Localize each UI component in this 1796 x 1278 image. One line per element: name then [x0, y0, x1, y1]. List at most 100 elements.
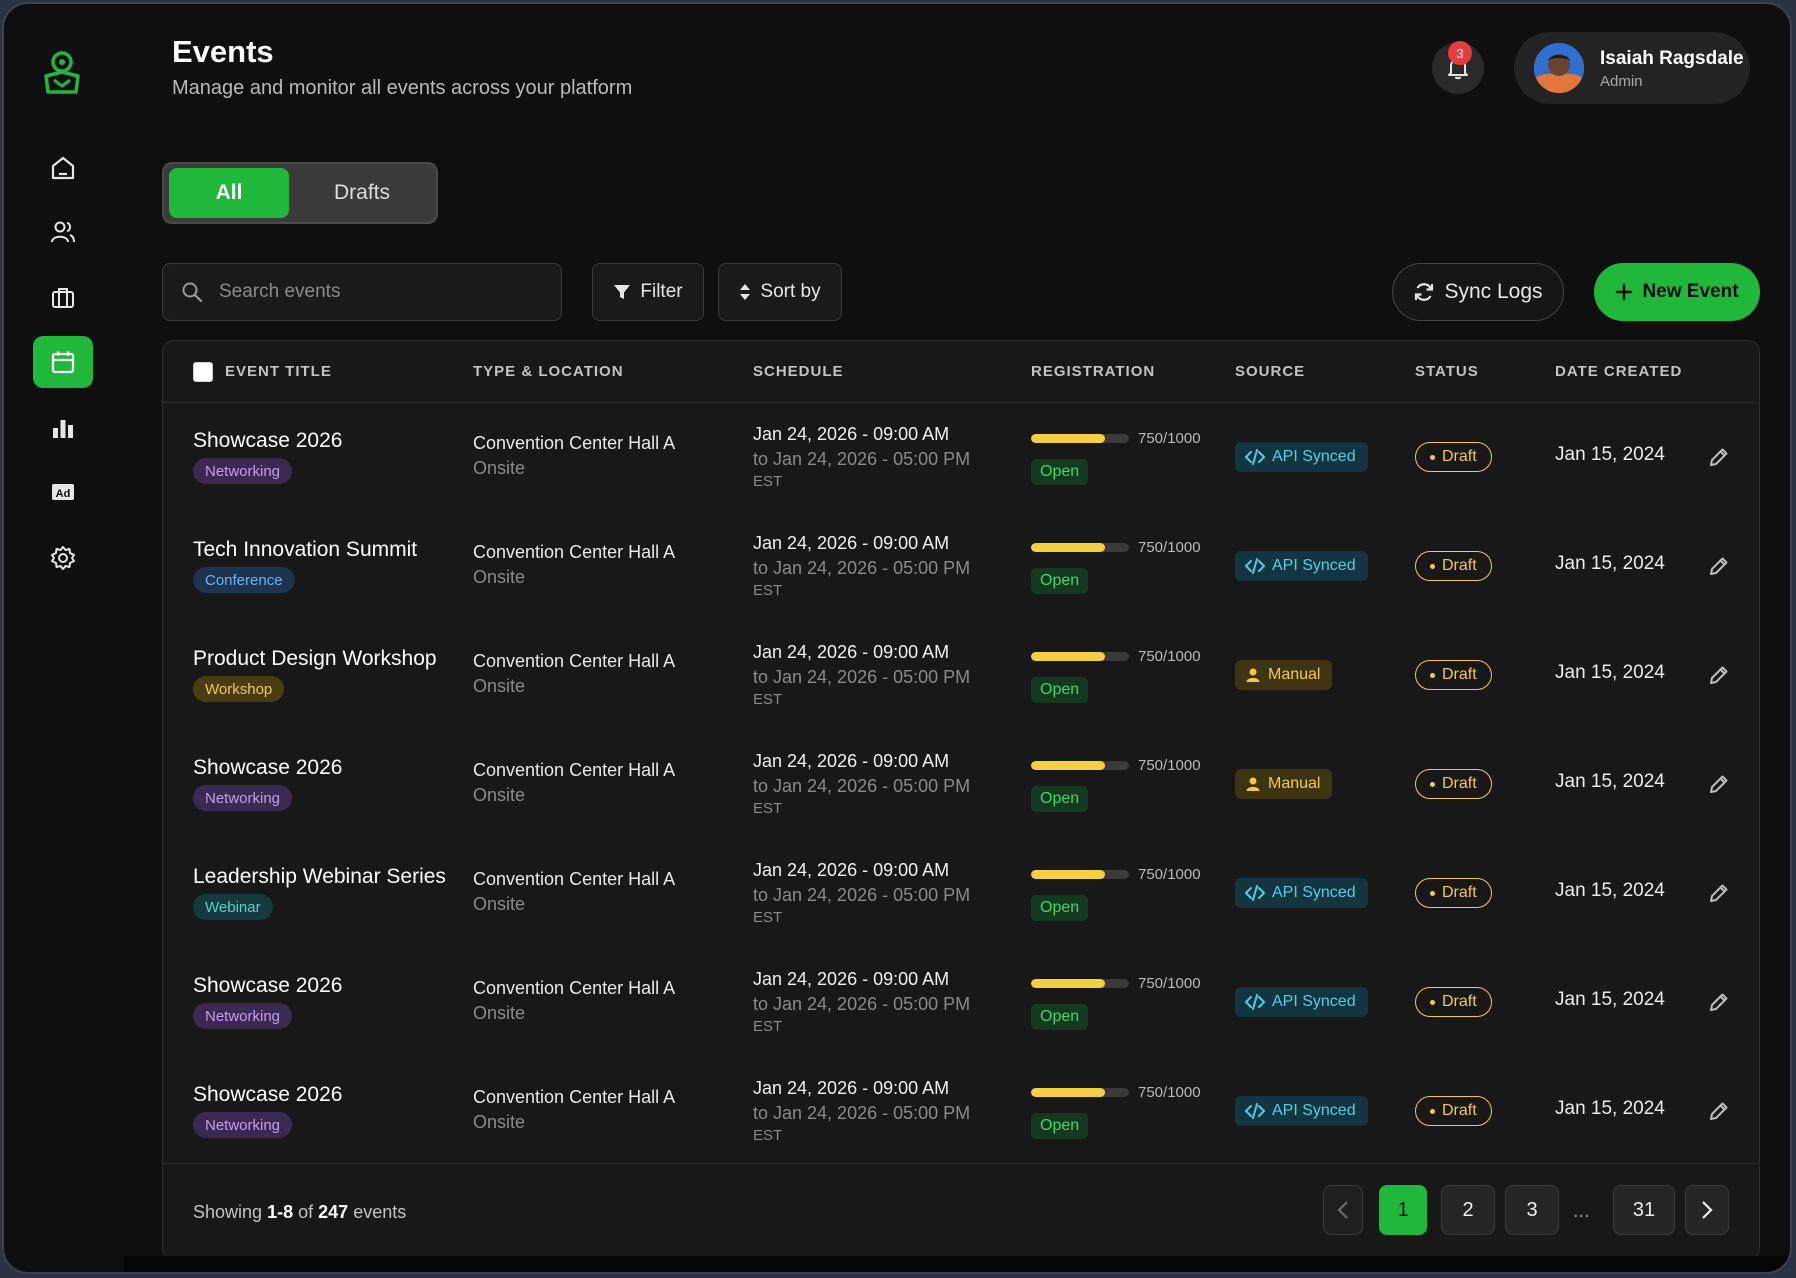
date-created: Jan 15, 2024: [1555, 989, 1665, 1010]
column-date-created[interactable]: DATE CREATED: [1555, 363, 1683, 380]
edit-icon[interactable]: [1707, 445, 1731, 469]
source-badge: API Synced: [1235, 1096, 1368, 1126]
briefcase-icon: [52, 288, 74, 308]
registration-progress-fill: [1031, 979, 1105, 988]
tab-all[interactable]: All: [169, 168, 289, 218]
code-icon: [1245, 558, 1265, 574]
source-badge: API Synced: [1235, 442, 1368, 472]
schedule-start: Jan 24, 2026 - 09:00 AM: [753, 424, 950, 444]
user-icon: [1246, 668, 1260, 682]
event-mode: Onsite: [473, 894, 526, 914]
page-3-button[interactable]: 3: [1505, 1185, 1559, 1235]
sidebar-item-jobs[interactable]: [33, 272, 93, 324]
new-event-button[interactable]: New Event: [1594, 263, 1760, 321]
registration-count: 750/1000: [1138, 757, 1201, 774]
sort-label: Sort by: [760, 281, 821, 302]
column-status[interactable]: STATUS: [1415, 363, 1479, 380]
sidebar-item-events[interactable]: [33, 336, 93, 388]
registration-state-badge: Open: [1031, 1113, 1089, 1139]
prev-page-button[interactable]: [1323, 1185, 1363, 1235]
page-2-button[interactable]: 2: [1441, 1185, 1495, 1235]
event-title[interactable]: Product Design Workshop: [193, 647, 437, 670]
refresh-icon: [1415, 283, 1434, 301]
column-schedule[interactable]: SCHEDULE: [753, 363, 844, 380]
registration-count: 750/1000: [1138, 648, 1201, 665]
table-row[interactable]: Showcase 2026 Networking Convention Center…: [163, 1057, 1759, 1166]
code-icon: [1245, 885, 1265, 901]
page-title: Events: [172, 34, 274, 69]
table-row[interactable]: Tech Innovation Summit Conference Conventi…: [163, 512, 1759, 621]
date-created: Jan 15, 2024: [1555, 771, 1665, 792]
schedule-timezone: EST: [753, 1127, 783, 1144]
registration-progress-fill: [1031, 870, 1105, 879]
column-type-location[interactable]: TYPE & LOCATION: [473, 363, 624, 380]
event-title[interactable]: Showcase 2026: [193, 1083, 343, 1106]
next-page-button[interactable]: [1685, 1185, 1729, 1235]
column-source[interactable]: SOURCE: [1235, 363, 1306, 380]
table-header: EVENT TITLE TYPE & LOCATION SCHEDULE REG…: [163, 341, 1759, 403]
page-1-button[interactable]: 1: [1379, 1185, 1427, 1235]
chevron-left-icon: [1337, 1201, 1348, 1219]
schedule-start: Jan 24, 2026 - 09:00 AM: [753, 533, 950, 553]
home-icon: [51, 156, 75, 180]
filter-label: Filter: [640, 281, 683, 302]
filter-icon: [614, 285, 631, 299]
edit-icon[interactable]: [1707, 1099, 1731, 1123]
event-title[interactable]: Leadership Webinar Series: [193, 865, 446, 888]
table-row[interactable]: Showcase 2026 Networking Convention Center…: [163, 948, 1759, 1057]
filter-button[interactable]: Filter: [592, 263, 704, 321]
registration-progress-bar: [1031, 543, 1129, 552]
schedule-timezone: EST: [753, 800, 783, 817]
schedule-end: to Jan 24, 2026 - 05:00 PM: [753, 776, 971, 796]
sidebar-item-ads[interactable]: Ad: [33, 466, 93, 518]
status-label: Draft: [1442, 448, 1477, 465]
table-row[interactable]: Showcase 2026 Networking Convention Center…: [163, 403, 1759, 512]
table-row[interactable]: Showcase 2026 Networking Convention Center…: [163, 730, 1759, 839]
source-badge: API Synced: [1235, 551, 1368, 581]
user-menu[interactable]: Isaiah Ragsdale Admin: [1514, 32, 1750, 104]
event-title[interactable]: Showcase 2026: [193, 974, 343, 997]
status-badge: Draft: [1415, 878, 1492, 908]
schedule-timezone: EST: [753, 582, 783, 599]
select-all-checkbox[interactable]: [193, 362, 213, 382]
plus-icon: [1616, 283, 1633, 301]
schedule-end: to Jan 24, 2026 - 05:00 PM: [753, 994, 971, 1014]
sidebar-item-settings[interactable]: [33, 532, 93, 584]
tab-drafts[interactable]: Drafts: [333, 181, 390, 204]
event-location: Convention Center Hall A: [473, 869, 676, 889]
table-row[interactable]: Leadership Webinar Series Webinar Conventi…: [163, 839, 1759, 948]
edit-icon[interactable]: [1707, 881, 1731, 905]
source-badge: API Synced: [1235, 878, 1368, 908]
page-subtitle: Manage and monitor all events across you…: [172, 77, 633, 99]
edit-icon[interactable]: [1707, 554, 1731, 578]
sync-logs-button[interactable]: Sync Logs: [1392, 263, 1564, 321]
source-label: Manual: [1268, 775, 1321, 792]
sidebar-item-home[interactable]: [33, 142, 93, 194]
search-input[interactable]: [219, 274, 549, 310]
sidebar-item-users[interactable]: [33, 206, 93, 258]
page-last-button[interactable]: 31: [1613, 1185, 1675, 1235]
column-registration[interactable]: REGISTRATION: [1031, 363, 1156, 380]
source-label: API Synced: [1272, 993, 1356, 1010]
event-title[interactable]: Showcase 2026: [193, 756, 343, 779]
event-location: Convention Center Hall A: [473, 760, 676, 780]
event-type-tag: Webinar: [193, 894, 273, 920]
status-badge: Draft: [1415, 660, 1492, 690]
edit-icon[interactable]: [1707, 772, 1731, 796]
event-title[interactable]: Tech Innovation Summit: [193, 538, 418, 561]
logo-icon[interactable]: [42, 50, 82, 96]
table-row[interactable]: Product Design Workshop Workshop Conventio…: [163, 621, 1759, 730]
sidebar-item-analytics[interactable]: [33, 402, 93, 454]
registration-progress-bar: [1031, 652, 1129, 661]
column-event-title[interactable]: EVENT TITLE: [225, 363, 332, 380]
event-mode: Onsite: [473, 1112, 526, 1132]
edit-icon[interactable]: [1707, 990, 1731, 1014]
user-icon: [1246, 777, 1260, 791]
schedule-timezone: EST: [753, 909, 783, 926]
calendar-icon: [51, 351, 75, 374]
edit-icon[interactable]: [1707, 663, 1731, 687]
event-title[interactable]: Showcase 2026: [193, 429, 343, 452]
sort-button[interactable]: Sort by: [718, 263, 842, 321]
event-location: Convention Center Hall A: [473, 1087, 676, 1107]
avatar: [1534, 43, 1584, 93]
